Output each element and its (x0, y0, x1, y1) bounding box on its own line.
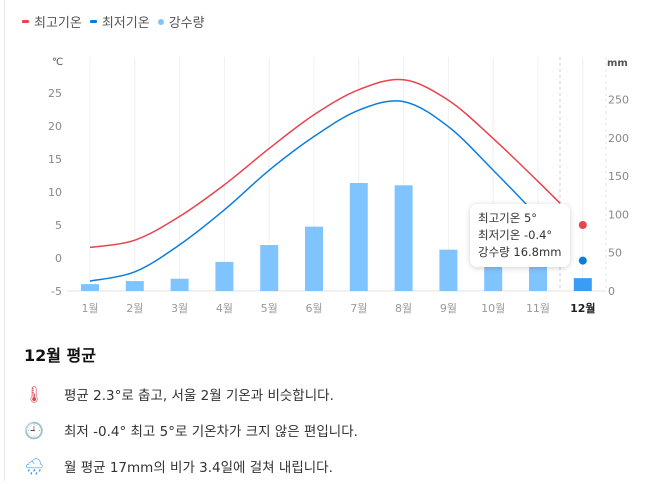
x-axis-tick: 11월 (526, 302, 550, 315)
month-summary: 12월 평균 🌡 평균 2.3°로 춥고, 서울 2월 기온과 비슷합니다. 🕘… (24, 342, 358, 484)
precip-bar (215, 261, 234, 291)
x-axis-tick: 7월 (350, 302, 367, 315)
summary-item: 🕘 최저 -0.4° 최고 5°로 기온차가 크지 않은 편입니다. (24, 412, 358, 448)
summary-text: 월 평균 17mm의 비가 3.4일에 걸쳐 내립니다. (64, 460, 333, 476)
legend-marker-high (22, 20, 29, 23)
left-axis-tick: 0 (55, 252, 62, 265)
low-temp-line (89, 100, 561, 282)
low-temp-point (578, 256, 587, 265)
right-axis-tick: 250 (608, 94, 629, 107)
chart-tooltip: 최고기온 5° 최저기온 -0.4° 강수량 16.8mm (470, 204, 570, 267)
left-axis-tick: -5 (51, 285, 62, 298)
x-axis-tick: 5월 (261, 302, 278, 315)
precip-bar (394, 185, 413, 291)
legend-label: 최고기온 (34, 16, 82, 31)
right-axis-tick: 0 (608, 285, 615, 298)
left-axis-tick: 15 (48, 153, 62, 166)
summary-text: 평균 2.3°로 춥고, 서울 2월 기온과 비슷합니다. (64, 388, 334, 404)
chart-legend: 최고기온 최저기온 강수량 (22, 12, 205, 31)
precip-bar (573, 278, 592, 291)
x-axis-tick: 4월 (216, 302, 233, 315)
rain-cloud-icon: 🌧 (24, 456, 45, 476)
x-axis-tick: 10월 (481, 302, 505, 315)
summary-title: 12월 평균 (24, 346, 96, 365)
right-axis-tick: 200 (608, 132, 629, 145)
left-axis-tick: 25 (48, 87, 62, 100)
precip-bar (170, 278, 189, 291)
tooltip-precip: 강수량 16.8mm (478, 245, 562, 259)
left-axis-tick: 5 (55, 219, 62, 232)
legend-item-precip[interactable]: 강수량 (157, 12, 205, 31)
precip-bar (529, 260, 547, 291)
clock-icon: 🕘 (24, 420, 44, 440)
x-axis-tick: 3월 (171, 302, 188, 315)
legend-item-high[interactable]: 최고기온 (22, 12, 82, 31)
thermometer-icon: 🌡 (24, 384, 45, 404)
x-axis-tick: 12월 (570, 301, 595, 315)
left-axis-tick: 20 (48, 120, 62, 133)
legend-label: 강수량 (168, 16, 205, 31)
precip-bar (260, 245, 279, 291)
legend-marker-low (89, 20, 97, 23)
right-axis-tick: 150 (608, 170, 629, 183)
precip-bar (125, 281, 144, 291)
panel-border (4, 0, 5, 481)
right-axis-tick: 100 (608, 208, 629, 221)
summary-item: 🌧 월 평균 17mm의 비가 3.4일에 걸쳐 내립니다. (24, 448, 358, 484)
summary-item: 🌡 평균 2.3°로 춥고, 서울 2월 기온과 비슷합니다. (24, 376, 358, 412)
x-axis-tick: 1월 (81, 302, 98, 315)
left-axis-tick: 10 (48, 186, 62, 199)
legend-label: 최저기온 (101, 16, 150, 31)
x-axis-tick: 6월 (305, 302, 322, 315)
precip-bar (81, 284, 99, 291)
legend-item-low[interactable]: 최저기온 (89, 12, 150, 31)
x-axis-tick: 2월 (126, 302, 143, 315)
left-axis-unit: ℃ (52, 57, 63, 68)
high-temp-point (578, 221, 587, 229)
precip-bar (305, 226, 323, 291)
tooltip-low: 최저기온 -0.4° (478, 228, 553, 242)
x-axis-tick: 8월 (395, 302, 412, 315)
high-temp-line (89, 78, 561, 249)
x-axis-tick: 9월 (440, 302, 457, 315)
legend-marker-precip (157, 18, 164, 25)
precip-bar (439, 249, 458, 291)
summary-text: 최저 -0.4° 최고 5°로 기온차가 크지 않은 편입니다. (64, 424, 358, 440)
right-axis-tick: 50 (608, 247, 622, 260)
right-axis-unit: mm (607, 58, 628, 69)
tooltip-high: 최고기온 5° (478, 211, 538, 225)
precip-bar (349, 182, 368, 291)
